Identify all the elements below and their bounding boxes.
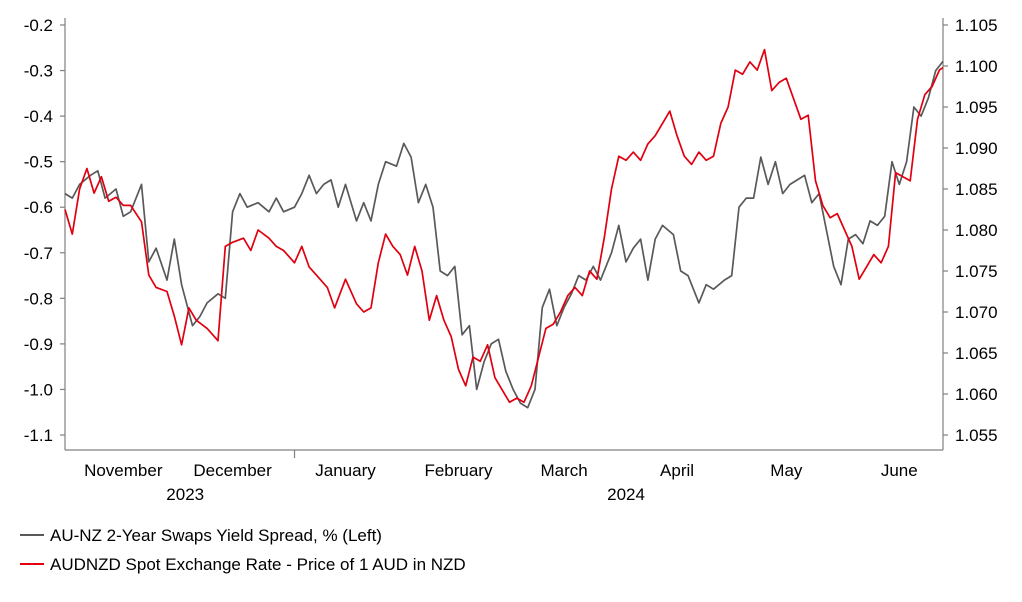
series-layer bbox=[64, 48, 944, 409]
year-label: 2023 bbox=[166, 485, 204, 504]
axes-layer: -0.2 -0.3 -0.4 -0.5 -0.6 -0.7 -0.8 -0.9 -1.0 -1.1… bbox=[24, 16, 998, 504]
left-axis-tick-label: -0.8 bbox=[24, 289, 53, 308]
month-label: March bbox=[540, 461, 587, 480]
right-axis-tick-label: 1.090 bbox=[955, 139, 998, 158]
left-axis-tick-label: -0.2 bbox=[24, 16, 53, 35]
right-axis-tick-label: 1.065 bbox=[955, 344, 998, 363]
legend: AU-NZ 2-Year Swaps Yield Spread, % (Left… bbox=[20, 526, 466, 574]
right-axis-tick-label: 1.060 bbox=[955, 385, 998, 404]
left-axis-tick-label: -0.9 bbox=[24, 335, 53, 354]
left-axis-tick-label: -0.5 bbox=[24, 153, 53, 172]
left-axis-tick-label: -0.6 bbox=[24, 198, 53, 217]
left-axis-tick-label: -0.3 bbox=[24, 62, 53, 81]
month-label: May bbox=[770, 461, 803, 480]
legend-label-yield-spread: AU-NZ 2-Year Swaps Yield Spread, % (Left… bbox=[50, 526, 382, 545]
right-axis-tick-label: 1.080 bbox=[955, 221, 998, 240]
right-axis-tick-label: 1.055 bbox=[955, 426, 998, 445]
right-axis-tick-label: 1.085 bbox=[955, 180, 998, 199]
year-label: 2024 bbox=[607, 485, 645, 504]
month-label: November bbox=[84, 461, 163, 480]
month-label: April bbox=[660, 461, 694, 480]
series-line-exchange-rate bbox=[64, 48, 944, 404]
left-axis-tick-label: -1.1 bbox=[24, 426, 53, 445]
month-label: June bbox=[881, 461, 918, 480]
right-axis-tick-label: 1.100 bbox=[955, 57, 998, 76]
month-label: February bbox=[424, 461, 493, 480]
series-line-yield-spread bbox=[64, 60, 944, 409]
left-axis-tick-label: -0.7 bbox=[24, 244, 53, 263]
right-axis-tick-label: 1.070 bbox=[955, 303, 998, 322]
month-label: December bbox=[193, 461, 272, 480]
left-axis-tick-label: -1.0 bbox=[24, 380, 53, 399]
month-label: January bbox=[315, 461, 376, 480]
right-axis-tick-label: 1.105 bbox=[955, 16, 998, 35]
legend-label-exchange-rate: AUDNZD Spot Exchange Rate - Price of 1 A… bbox=[50, 555, 466, 574]
left-axis-tick-label: -0.4 bbox=[24, 107, 53, 126]
right-axis-tick-label: 1.075 bbox=[955, 262, 998, 281]
right-axis-tick-label: 1.095 bbox=[955, 98, 998, 117]
